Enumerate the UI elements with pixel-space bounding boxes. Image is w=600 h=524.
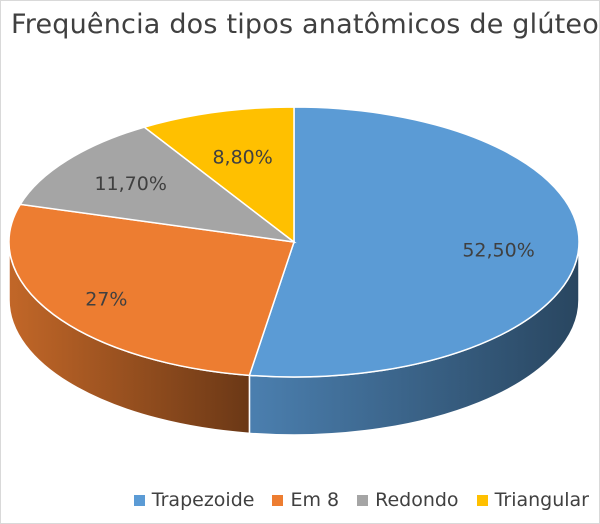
data-label-triangular: 8,80% <box>212 146 272 168</box>
data-label-em-8: 27% <box>85 288 127 310</box>
legend-label: Triangular <box>494 489 589 511</box>
legend-item-trapezoide: Trapezoide <box>133 489 255 511</box>
pie-slice-redondo <box>19 126 297 244</box>
legend-label: Trapezoide <box>151 489 255 511</box>
legend-swatch <box>476 494 488 506</box>
chart-legend: Trapezoide Em 8 Redondo Triangular <box>1 489 589 511</box>
legend-item-triangular: Triangular <box>476 489 589 511</box>
legend-swatch <box>272 494 284 506</box>
legend-label: Redondo <box>375 489 459 511</box>
legend-item-em-8: Em 8 <box>272 489 339 511</box>
pie-slice-trapezoide <box>248 106 580 378</box>
pie-slice-em-8 <box>8 203 295 377</box>
legend-label: Em 8 <box>290 489 340 511</box>
chart-title: Frequência dos tipos anatômicos de glúte… <box>11 9 600 40</box>
data-label-redondo: 11,70% <box>94 173 166 195</box>
legend-swatch <box>133 494 145 506</box>
pie-chart: 52,50% 27% 11,70% 8,80% <box>8 106 580 436</box>
legend-swatch <box>357 494 369 506</box>
legend-item-redondo: Redondo <box>357 489 459 511</box>
pie-slice-triangular <box>142 106 295 244</box>
data-label-trapezoide: 52,50% <box>462 240 534 262</box>
